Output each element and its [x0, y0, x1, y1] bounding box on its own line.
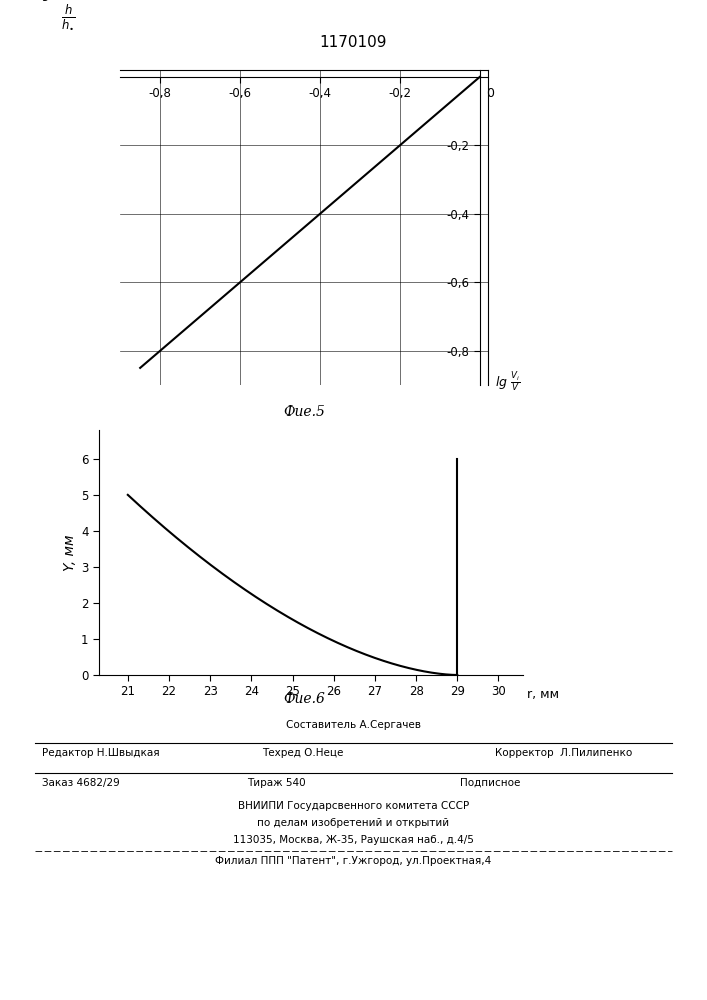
Text: Фие.5: Фие.5 [283, 405, 325, 419]
Text: $\frac{h}{h_{\bullet}}$: $\frac{h}{h_{\bullet}}$ [62, 3, 76, 32]
Text: 113035, Москва, Ж-35, Раушская наб., д.4/5: 113035, Москва, Ж-35, Раушская наб., д.4… [233, 835, 474, 845]
Text: Филиал ППП "Патент", г.Ужгород, ул.Проектная,4: Филиал ППП "Патент", г.Ужгород, ул.Проек… [216, 856, 491, 866]
Text: ВНИИПИ Государсвенного комитета СССР: ВНИИПИ Государсвенного комитета СССР [238, 801, 469, 811]
Text: r, мм: r, мм [527, 688, 559, 701]
Text: Тираж 540: Тираж 540 [247, 778, 306, 788]
Text: lg $\frac{V_i}{V}$: lg $\frac{V_i}{V}$ [495, 370, 520, 394]
Text: Редактор Н.Швыдкая: Редактор Н.Швыдкая [42, 748, 160, 758]
Text: Заказ 4682/29: Заказ 4682/29 [42, 778, 120, 788]
Text: 0: 0 [486, 87, 493, 100]
Text: 1170109: 1170109 [320, 35, 387, 50]
Text: по делам изобретений и открытий: по делам изобретений и открытий [257, 818, 450, 828]
Text: Подписное: Подписное [460, 778, 520, 788]
Text: Составитель А.Сергачев: Составитель А.Сергачев [286, 720, 421, 730]
Text: Корректор  Л.Пилипенко: Корректор Л.Пилипенко [495, 748, 632, 758]
Text: Фие.6: Фие.6 [283, 692, 325, 706]
Y-axis label: Y, мм: Y, мм [63, 534, 77, 571]
Text: Техред О.Неце: Техред О.Неце [262, 748, 343, 758]
